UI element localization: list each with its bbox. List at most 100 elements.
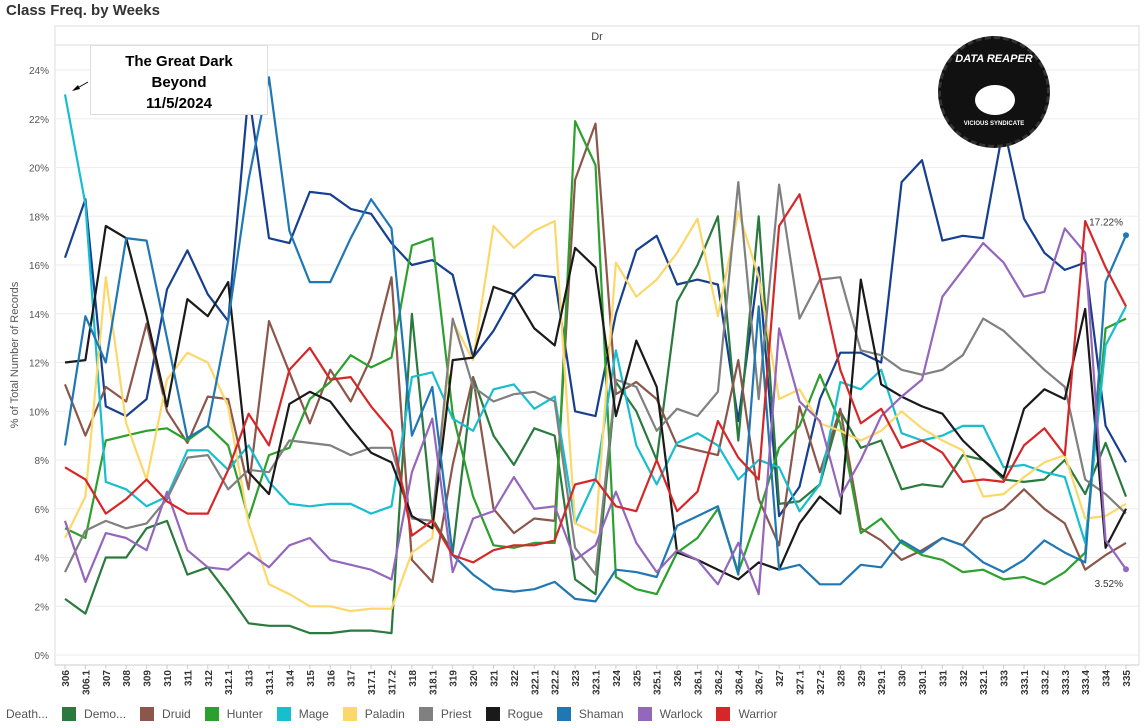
series-line-priest[interactable] — [64, 181, 1127, 576]
series-line-warlock[interactable] — [63, 227, 1127, 596]
series-line-rogue[interactable] — [64, 224, 1127, 581]
series-line-mage[interactable] — [63, 94, 1127, 545]
legend-item[interactable]: Mage — [276, 707, 329, 721]
panel-header-box — [54, 25, 1140, 46]
x-tick-label: 322.1 — [530, 670, 541, 695]
x-tick-label: 327.2 — [816, 670, 827, 695]
logo-subtitle: VICIOUS SYNDICATE — [963, 121, 1025, 127]
x-tick-label: 327.1 — [796, 670, 807, 695]
x-tick-label: 332 — [959, 670, 970, 687]
annotation-box: The Great Dark Beyond 11/5/2024 — [90, 45, 268, 115]
series-line-druid[interactable] — [63, 122, 1127, 584]
x-tick-label: 315 — [306, 670, 317, 687]
x-tick-label: 335 — [1122, 670, 1133, 687]
y-tick-label: 16% — [29, 261, 49, 272]
x-tick-label: 313 — [245, 670, 256, 687]
y-tick-label: 22% — [29, 115, 49, 126]
x-tick-label: 306 — [61, 670, 72, 687]
legend-swatch — [276, 707, 291, 721]
legend-item[interactable]: Priest — [418, 707, 472, 721]
legend-label: Paladin — [364, 707, 405, 721]
x-tick-label: 313.1 — [265, 670, 276, 695]
x-tick-label: 332.1 — [979, 670, 990, 695]
end-value-label: 3.52% — [1095, 579, 1123, 590]
legend-swatch — [485, 707, 500, 721]
y-tick-label: 0% — [35, 651, 50, 662]
x-tick-label: 317.2 — [387, 670, 398, 695]
legend-swatch — [204, 707, 219, 721]
series-line-paladin[interactable] — [64, 210, 1127, 613]
x-tick-label: 327 — [775, 670, 786, 687]
legend-swatch — [418, 707, 433, 721]
legend-label: Warlock — [659, 707, 703, 721]
logo-text: DATA REAPER — [955, 53, 1033, 65]
legend-item[interactable]: Warrior — [716, 707, 777, 721]
series-line-shaman[interactable] — [63, 76, 1128, 603]
chart-title: Class Freq. by Weeks — [6, 2, 160, 19]
x-tick-label: 326 — [673, 670, 684, 687]
y-tick-label: 14% — [29, 310, 49, 321]
x-tick-label: 317.1 — [367, 670, 378, 695]
x-tick-label: 322.2 — [551, 670, 562, 695]
x-tick-label: 323.1 — [592, 670, 603, 695]
y-tick-label: 2% — [35, 602, 50, 613]
annotation-line: Beyond — [151, 74, 207, 91]
x-tick-label: 311 — [183, 670, 194, 687]
series-line-warrior[interactable] — [64, 193, 1127, 564]
x-tick-label: 316 — [326, 670, 337, 687]
x-tick-label: 318 — [408, 670, 419, 687]
x-tick-label: 333.1 — [1020, 670, 1031, 695]
x-tick-label: 329.1 — [877, 670, 888, 695]
x-axis-ticks: 306 306.1 307 308 309 310 311 312 312.1 313 313.1 3… — [61, 665, 1133, 695]
y-tick-label: 6% — [35, 505, 50, 516]
y-tick-label: 20% — [29, 164, 49, 175]
legend-item[interactable]: Druid — [140, 707, 191, 721]
y-tick-label: 4% — [35, 554, 50, 565]
series-line-death-knight[interactable] — [63, 90, 1127, 518]
legend-swatch — [62, 707, 77, 721]
legend-item[interactable]: Warlock — [637, 707, 703, 721]
x-tick-label: 334 — [1102, 670, 1113, 687]
legend-label: Death... — [6, 707, 49, 721]
arrow-head-icon — [72, 85, 80, 91]
x-tick-label: 330.1 — [918, 670, 929, 695]
x-tick-label: 333.3 — [1061, 670, 1072, 695]
y-axis-ticks: 0% 2% 4% 6% 8% 10% 12% 14% 16% 18% 20% 22% 24% — [29, 66, 49, 662]
data-reaper-logo: DATA REAPER VICIOUS SYNDICATE — [938, 36, 1050, 148]
x-tick-label: 324 — [612, 670, 623, 687]
x-tick-label: 307 — [102, 670, 113, 687]
annotation-date: 11/5/2024 — [146, 95, 212, 112]
x-tick-label: 326.2 — [714, 670, 725, 695]
legend-label: Shaman — [578, 707, 624, 721]
legend-item[interactable]: Hunter — [204, 707, 263, 721]
x-tick-label: 325 — [632, 670, 643, 687]
x-tick-label: 326.4 — [734, 670, 745, 695]
x-tick-label: 320 — [469, 670, 480, 687]
series-line-hunter[interactable] — [64, 120, 1127, 596]
series-line-demon-hunter[interactable] — [64, 215, 1128, 635]
x-tick-label: 333.2 — [1040, 670, 1051, 695]
data-labels: 17.22% 3.52% — [1089, 217, 1129, 590]
x-tick-label: 333 — [1000, 670, 1011, 687]
legend-label: Hunter — [226, 707, 263, 721]
legend-label: Warrior — [738, 707, 778, 721]
legend-item[interactable]: Paladin — [342, 707, 405, 721]
y-tick-label: 24% — [29, 66, 49, 77]
legend-item[interactable]: Rogue — [485, 707, 543, 721]
y-axis-label: % of Total Number of Records — [9, 281, 21, 428]
legend-swatch — [140, 707, 155, 721]
end-point-marker — [1123, 232, 1129, 239]
x-tick-label: 318.1 — [428, 670, 439, 695]
legend-label: Rogue — [507, 707, 543, 721]
x-tick-label: 312.1 — [224, 670, 235, 695]
legend-item[interactable]: Demo... — [62, 707, 126, 721]
legend-label: Priest — [440, 707, 472, 721]
x-tick-label: 322 — [510, 670, 521, 687]
legend-item[interactable]: Shaman — [556, 707, 624, 721]
legend-item[interactable]: Death... — [0, 707, 48, 721]
x-tick-label: 306.1 — [81, 670, 92, 695]
legend-swatch — [556, 707, 571, 721]
x-tick-label: 331 — [938, 670, 949, 687]
